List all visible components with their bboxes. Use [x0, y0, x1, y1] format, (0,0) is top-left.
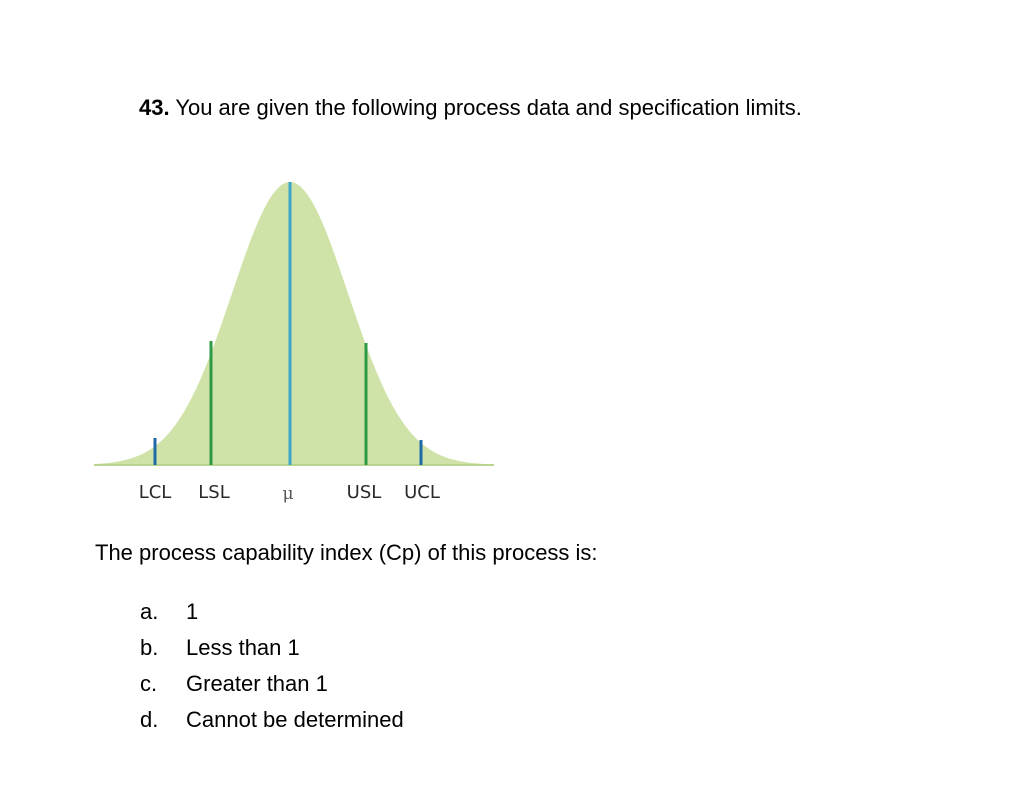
usl-label: USL	[347, 482, 382, 503]
option-a: a. 1	[140, 594, 404, 630]
lcl-label: LCL	[139, 482, 172, 503]
question-text: You are given the following process data…	[175, 95, 802, 120]
mu-label: μ	[282, 484, 293, 504]
option-letter: b.	[140, 635, 159, 660]
ucl-label: UCL	[404, 482, 440, 503]
option-b: b. Less than 1	[140, 630, 404, 666]
option-text: Less than 1	[186, 635, 300, 660]
lsl-label: LSL	[198, 482, 229, 503]
option-text: Greater than 1	[186, 671, 328, 696]
option-d: d. Cannot be determined	[140, 702, 404, 738]
option-text: 1	[186, 599, 199, 624]
answer-options: a. 1 b. Less than 1 c. Greater than 1 d.…	[140, 594, 404, 738]
option-c: c. Greater than 1	[140, 666, 404, 702]
option-letter: d.	[140, 707, 159, 732]
normal-distribution-figure: LCL LSL μ USL UCL	[94, 175, 494, 515]
question-number: 43.	[139, 95, 170, 120]
option-letter: c.	[140, 671, 158, 696]
option-text: Cannot be determined	[186, 707, 404, 732]
bell-curve	[94, 182, 494, 465]
prompt-text: The process capability index (Cp) of thi…	[95, 540, 598, 565]
option-letter: a.	[140, 599, 159, 624]
question-heading: 43. You are given the following process …	[139, 95, 802, 121]
